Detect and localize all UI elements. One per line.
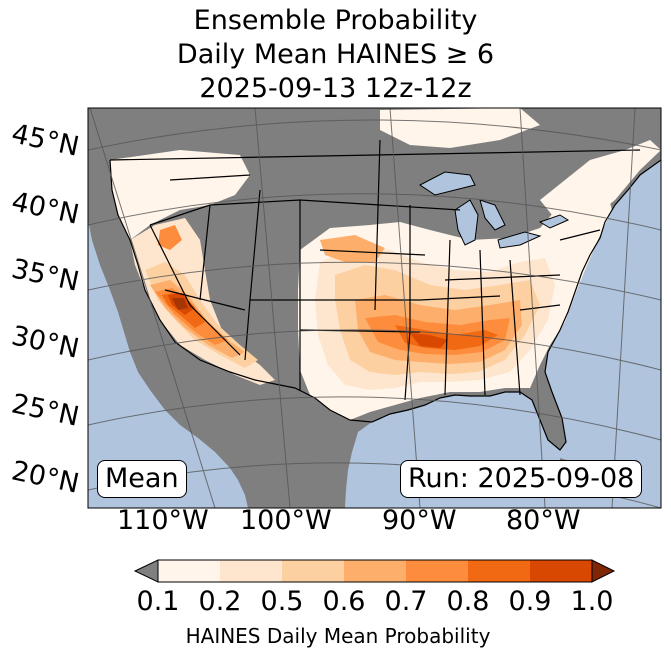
cbar-tick-1: 0.2: [198, 586, 242, 617]
title-line-3: 2025-09-13 12z-12z: [199, 73, 472, 104]
lon-label-90: 90°W: [382, 505, 457, 536]
colorbar-over-arrow: [591, 559, 616, 583]
lon-label-80: 80°W: [506, 505, 581, 536]
colorbar-segment-6: [530, 560, 593, 582]
prob-0.2-west: [130, 218, 275, 385]
lon-label-100: 100°W: [240, 505, 332, 536]
cbar-tick-6: 0.9: [508, 586, 552, 617]
cbar-tick-7: 1.0: [570, 586, 614, 617]
prob-0.7-nevada: [158, 225, 182, 250]
colorbar-segment-3: [344, 560, 407, 582]
colorbar: [133, 559, 616, 583]
prob-0.6-north: [320, 235, 385, 262]
graticule: [88, 108, 661, 508]
cbar-tick-3: 0.6: [322, 586, 366, 617]
colorbar-segment-1: [220, 560, 283, 582]
prob-0.1-west: [110, 150, 250, 240]
colorbar-label: HAINES Daily Mean Probability: [185, 624, 491, 648]
colorbar-segment-2: [282, 560, 345, 582]
run-label-box: Run: 2025-09-08: [400, 460, 643, 498]
prob-0.1-north: [380, 108, 540, 148]
title-line-2: Daily Mean HAINES ≥ 6: [176, 39, 495, 70]
cbar-tick-4: 0.7: [384, 586, 428, 617]
colorbar-segment-0: [158, 560, 221, 582]
colorbar-under-arrow: [133, 559, 159, 583]
great-lakes: [419, 171, 570, 249]
prob-0.1-east: [540, 140, 661, 225]
lon-label-110: 110°W: [117, 505, 209, 536]
cbar-tick-0: 0.1: [136, 586, 180, 617]
cbar-tick-2: 0.5: [260, 586, 304, 617]
stat-label-box: Mean: [97, 460, 187, 498]
colorbar-segment-5: [468, 560, 531, 582]
cbar-tick-5: 0.8: [446, 586, 490, 617]
prob-1.0-west: [172, 298, 188, 310]
map-frame: [87, 107, 662, 509]
prob-0.9-region: [410, 333, 448, 348]
colorbar-segment-4: [406, 560, 469, 582]
coastline: [109, 159, 661, 451]
title-line-1: Ensemble Probability: [193, 5, 478, 36]
state-borders: [109, 139, 641, 401]
